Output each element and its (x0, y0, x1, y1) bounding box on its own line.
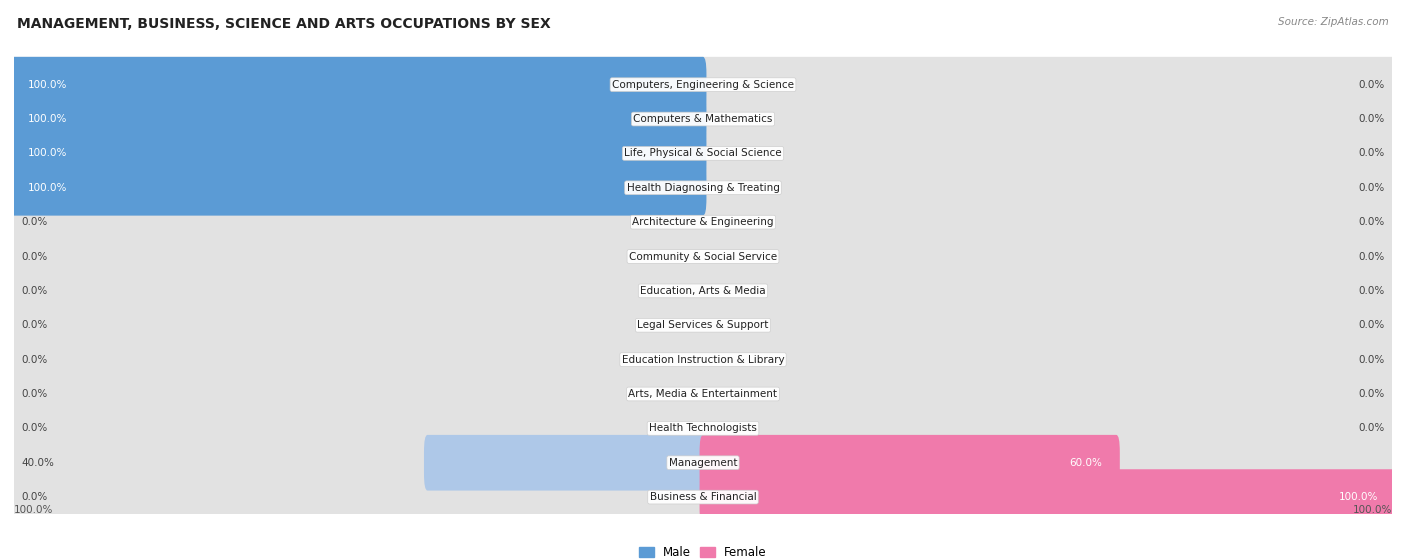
Text: 0.0%: 0.0% (1358, 80, 1385, 89)
FancyBboxPatch shape (700, 469, 1395, 525)
Text: 0.0%: 0.0% (1358, 114, 1385, 124)
FancyBboxPatch shape (700, 57, 1395, 112)
FancyBboxPatch shape (11, 400, 706, 456)
FancyBboxPatch shape (700, 126, 1395, 181)
Text: 0.0%: 0.0% (1358, 320, 1385, 330)
Text: 100.0%: 100.0% (14, 505, 53, 515)
FancyBboxPatch shape (14, 416, 1392, 440)
Text: 0.0%: 0.0% (21, 492, 48, 502)
FancyBboxPatch shape (11, 91, 706, 147)
Text: Health Diagnosing & Treating: Health Diagnosing & Treating (627, 183, 779, 193)
FancyBboxPatch shape (700, 297, 1395, 353)
FancyBboxPatch shape (11, 435, 706, 491)
FancyBboxPatch shape (11, 297, 706, 353)
Text: Community & Social Service: Community & Social Service (628, 252, 778, 262)
Text: Source: ZipAtlas.com: Source: ZipAtlas.com (1278, 17, 1389, 27)
Text: Business & Financial: Business & Financial (650, 492, 756, 502)
FancyBboxPatch shape (11, 195, 706, 250)
Text: Computers & Mathematics: Computers & Mathematics (633, 114, 773, 124)
FancyBboxPatch shape (700, 229, 1395, 285)
FancyBboxPatch shape (14, 244, 1392, 268)
FancyBboxPatch shape (700, 469, 1395, 525)
FancyBboxPatch shape (11, 332, 706, 387)
FancyBboxPatch shape (14, 210, 1392, 234)
FancyBboxPatch shape (425, 435, 706, 491)
FancyBboxPatch shape (11, 469, 706, 525)
Text: 100.0%: 100.0% (28, 183, 67, 193)
FancyBboxPatch shape (11, 91, 706, 147)
Text: 0.0%: 0.0% (21, 389, 48, 399)
FancyBboxPatch shape (14, 382, 1392, 406)
FancyBboxPatch shape (700, 332, 1395, 387)
FancyBboxPatch shape (11, 160, 706, 216)
Text: 0.0%: 0.0% (21, 252, 48, 262)
FancyBboxPatch shape (700, 91, 1395, 147)
FancyBboxPatch shape (11, 57, 706, 112)
FancyBboxPatch shape (700, 435, 1395, 491)
FancyBboxPatch shape (700, 400, 1395, 456)
FancyBboxPatch shape (14, 451, 1392, 475)
FancyBboxPatch shape (700, 366, 1395, 422)
FancyBboxPatch shape (14, 485, 1392, 509)
Text: Education, Arts & Media: Education, Arts & Media (640, 286, 766, 296)
Text: 100.0%: 100.0% (28, 80, 67, 89)
Text: MANAGEMENT, BUSINESS, SCIENCE AND ARTS OCCUPATIONS BY SEX: MANAGEMENT, BUSINESS, SCIENCE AND ARTS O… (17, 17, 551, 31)
Text: 100.0%: 100.0% (1339, 492, 1378, 502)
Text: 0.0%: 0.0% (1358, 389, 1385, 399)
Text: Management: Management (669, 458, 737, 468)
Text: 0.0%: 0.0% (21, 423, 48, 433)
Text: 100.0%: 100.0% (28, 114, 67, 124)
Legend: Male, Female: Male, Female (634, 542, 772, 559)
FancyBboxPatch shape (11, 126, 706, 181)
Text: Education Instruction & Library: Education Instruction & Library (621, 354, 785, 364)
Text: 60.0%: 60.0% (1070, 458, 1102, 468)
FancyBboxPatch shape (14, 279, 1392, 303)
Text: 0.0%: 0.0% (21, 217, 48, 227)
Text: 0.0%: 0.0% (1358, 217, 1385, 227)
Text: 40.0%: 40.0% (21, 458, 53, 468)
Text: Life, Physical & Social Science: Life, Physical & Social Science (624, 148, 782, 158)
Text: 0.0%: 0.0% (1358, 354, 1385, 364)
Text: 0.0%: 0.0% (1358, 183, 1385, 193)
Text: 0.0%: 0.0% (1358, 423, 1385, 433)
FancyBboxPatch shape (11, 126, 706, 181)
FancyBboxPatch shape (11, 366, 706, 422)
Text: 100.0%: 100.0% (1353, 505, 1392, 515)
FancyBboxPatch shape (700, 195, 1395, 250)
Text: 0.0%: 0.0% (1358, 286, 1385, 296)
FancyBboxPatch shape (11, 57, 706, 112)
FancyBboxPatch shape (14, 141, 1392, 165)
FancyBboxPatch shape (700, 435, 1119, 491)
FancyBboxPatch shape (11, 263, 706, 319)
FancyBboxPatch shape (700, 160, 1395, 216)
Text: Architecture & Engineering: Architecture & Engineering (633, 217, 773, 227)
FancyBboxPatch shape (14, 348, 1392, 372)
FancyBboxPatch shape (14, 73, 1392, 97)
FancyBboxPatch shape (14, 107, 1392, 131)
FancyBboxPatch shape (11, 229, 706, 285)
Text: Legal Services & Support: Legal Services & Support (637, 320, 769, 330)
Text: Computers, Engineering & Science: Computers, Engineering & Science (612, 80, 794, 89)
Text: 0.0%: 0.0% (1358, 148, 1385, 158)
FancyBboxPatch shape (11, 160, 706, 216)
FancyBboxPatch shape (14, 313, 1392, 337)
Text: 0.0%: 0.0% (21, 354, 48, 364)
FancyBboxPatch shape (700, 263, 1395, 319)
Text: 0.0%: 0.0% (21, 286, 48, 296)
Text: 0.0%: 0.0% (1358, 252, 1385, 262)
Text: 100.0%: 100.0% (28, 148, 67, 158)
FancyBboxPatch shape (14, 176, 1392, 200)
Text: Health Technologists: Health Technologists (650, 423, 756, 433)
Text: 0.0%: 0.0% (21, 320, 48, 330)
Text: Arts, Media & Entertainment: Arts, Media & Entertainment (628, 389, 778, 399)
